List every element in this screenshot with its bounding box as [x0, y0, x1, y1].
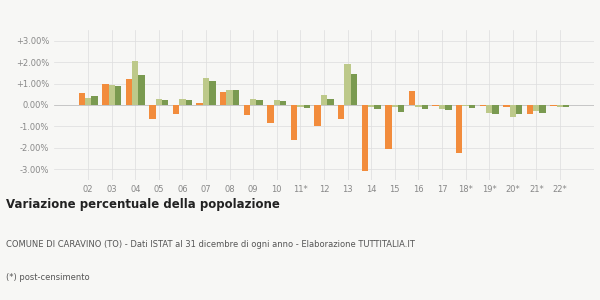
Bar: [479, 105, 486, 106]
Bar: [398, 105, 404, 112]
Bar: [509, 105, 516, 117]
Bar: [297, 105, 304, 107]
Bar: [109, 85, 115, 105]
Bar: [557, 105, 563, 107]
Bar: [304, 105, 310, 108]
Bar: [267, 105, 274, 123]
Text: COMUNE DI CARAVINO (TO) - Dati ISTAT al 31 dicembre di ogni anno - Elaborazione : COMUNE DI CARAVINO (TO) - Dati ISTAT al …: [6, 240, 415, 249]
Bar: [486, 105, 493, 112]
Bar: [327, 99, 334, 105]
Text: (*) post-censimento: (*) post-censimento: [6, 273, 89, 282]
Bar: [456, 105, 463, 153]
Bar: [344, 64, 351, 105]
Bar: [85, 98, 91, 105]
Bar: [469, 105, 475, 108]
Bar: [527, 105, 533, 114]
Bar: [226, 90, 233, 105]
Bar: [439, 105, 445, 109]
Bar: [503, 105, 509, 107]
Bar: [149, 105, 155, 119]
Bar: [132, 61, 139, 105]
Bar: [220, 92, 226, 105]
Bar: [533, 105, 539, 111]
Bar: [209, 81, 215, 105]
Bar: [250, 99, 256, 105]
Bar: [280, 101, 286, 105]
Bar: [445, 105, 452, 110]
Bar: [550, 105, 557, 106]
Bar: [233, 90, 239, 105]
Bar: [374, 105, 381, 109]
Bar: [274, 100, 280, 105]
Bar: [321, 95, 327, 105]
Bar: [185, 100, 192, 105]
Bar: [422, 105, 428, 109]
Bar: [415, 105, 422, 107]
Bar: [392, 105, 398, 107]
Bar: [463, 105, 469, 106]
Bar: [179, 99, 185, 105]
Bar: [338, 105, 344, 119]
Bar: [102, 84, 109, 105]
Bar: [244, 105, 250, 115]
Bar: [203, 78, 209, 105]
Bar: [162, 100, 169, 105]
Bar: [351, 74, 357, 105]
Bar: [173, 105, 179, 114]
Bar: [256, 100, 263, 105]
Bar: [126, 79, 132, 105]
Bar: [539, 105, 546, 112]
Bar: [91, 96, 98, 105]
Bar: [409, 91, 415, 105]
Text: Variazione percentuale della popolazione: Variazione percentuale della popolazione: [6, 198, 280, 211]
Bar: [385, 105, 392, 149]
Bar: [196, 103, 203, 105]
Bar: [314, 105, 321, 126]
Bar: [79, 93, 85, 105]
Bar: [291, 105, 297, 140]
Bar: [139, 75, 145, 105]
Bar: [362, 105, 368, 171]
Bar: [516, 105, 522, 114]
Bar: [115, 86, 121, 105]
Bar: [563, 105, 569, 107]
Bar: [493, 105, 499, 114]
Bar: [368, 105, 374, 107]
Bar: [155, 99, 162, 105]
Bar: [433, 105, 439, 106]
